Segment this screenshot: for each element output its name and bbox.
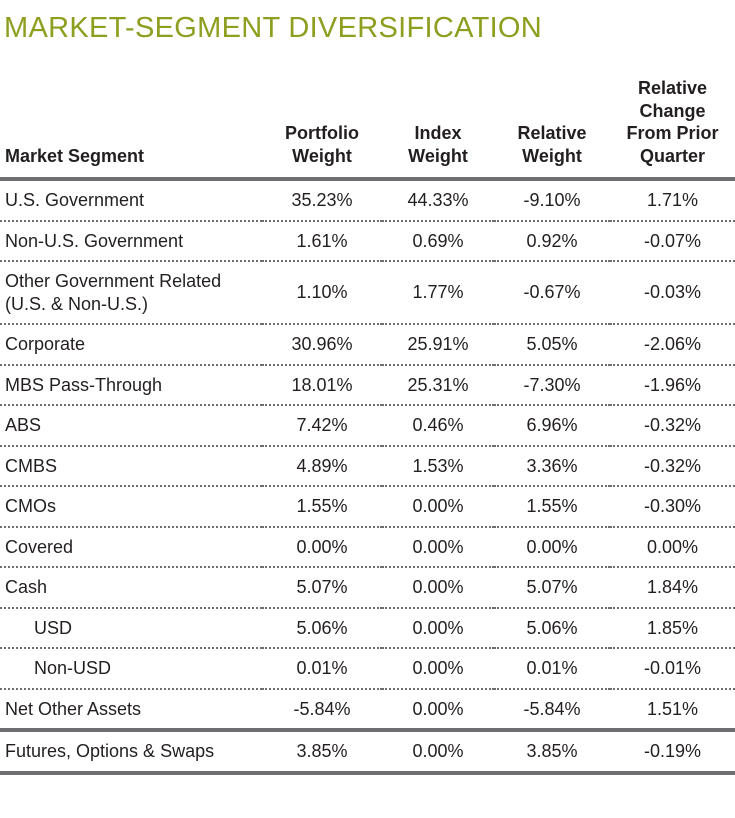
index-weight-cell: 0.00% bbox=[382, 688, 494, 732]
column-header-index-weight: Index Weight bbox=[382, 45, 494, 181]
segment-cell: Net Other Assets bbox=[0, 688, 262, 732]
relative-change-cell: -0.32% bbox=[610, 405, 735, 447]
portfolio-weight-cell: 4.89% bbox=[262, 445, 382, 487]
portfolio-weight-cell: 0.01% bbox=[262, 648, 382, 690]
portfolio-weight-cell: 30.96% bbox=[262, 324, 382, 366]
table-row-corporate: Corporate 30.96% 25.91% 5.05% -2.06% bbox=[0, 324, 735, 366]
portfolio-weight-cell: 1.55% bbox=[262, 486, 382, 528]
relative-change-cell: 1.85% bbox=[610, 607, 735, 649]
column-header-portfolio-weight: Portfolio Weight bbox=[262, 45, 382, 181]
index-weight-cell: 0.00% bbox=[382, 648, 494, 690]
relative-change-cell: -0.01% bbox=[610, 648, 735, 690]
relative-weight-cell: 5.06% bbox=[494, 607, 610, 649]
relative-weight-cell: 3.85% bbox=[494, 730, 610, 775]
table-row-non-usd: Non-USD 0.01% 0.00% 0.01% -0.01% bbox=[0, 648, 735, 690]
relative-change-cell: -2.06% bbox=[610, 324, 735, 366]
index-weight-cell: 0.00% bbox=[382, 730, 494, 775]
portfolio-weight-cell: 1.10% bbox=[262, 261, 382, 325]
portfolio-weight-cell: 18.01% bbox=[262, 364, 382, 406]
portfolio-weight-cell: 1.61% bbox=[262, 220, 382, 262]
header-row: Market Segment Portfolio Weight Index We… bbox=[0, 45, 735, 181]
relative-change-cell: 0.00% bbox=[610, 526, 735, 568]
index-weight-cell: 0.00% bbox=[382, 526, 494, 568]
table-row-abs: ABS 7.42% 0.46% 6.96% -0.32% bbox=[0, 405, 735, 447]
page-title: MARKET-SEGMENT DIVERSIFICATION bbox=[4, 12, 543, 44]
table-row-other-government-related: Other Government Related (U.S. & Non-U.S… bbox=[0, 261, 735, 325]
portfolio-weight-cell: 0.00% bbox=[262, 526, 382, 568]
index-weight-cell: 25.91% bbox=[382, 324, 494, 366]
column-header-relative-change: Relative Change From Prior Quarter bbox=[610, 45, 735, 181]
segment-cell: Futures, Options & Swaps bbox=[0, 730, 262, 775]
relative-weight-cell: 1.55% bbox=[494, 486, 610, 528]
portfolio-weight-cell: 7.42% bbox=[262, 405, 382, 447]
relative-change-cell: -0.30% bbox=[610, 486, 735, 528]
relative-weight-cell: 0.00% bbox=[494, 526, 610, 568]
relative-weight-cell: 0.92% bbox=[494, 220, 610, 262]
column-header-relative-weight: Relative Weight bbox=[494, 45, 610, 181]
market-segment-diversification-table: Market Segment Portfolio Weight Index We… bbox=[0, 45, 735, 775]
table-row-covered: Covered 0.00% 0.00% 0.00% 0.00% bbox=[0, 526, 735, 568]
segment-cell: ABS bbox=[0, 405, 262, 447]
portfolio-weight-cell: 35.23% bbox=[262, 179, 382, 222]
table-row-net-other-assets: Net Other Assets -5.84% 0.00% -5.84% 1.5… bbox=[0, 688, 735, 732]
segment-cell: CMBS bbox=[0, 445, 262, 487]
index-weight-cell: 0.69% bbox=[382, 220, 494, 262]
table-row-us-government: U.S. Government 35.23% 44.33% -9.10% 1.7… bbox=[0, 179, 735, 222]
index-weight-cell: 0.00% bbox=[382, 607, 494, 649]
segment-cell: Non-USD bbox=[0, 648, 262, 690]
segment-cell: Cash bbox=[0, 567, 262, 609]
relative-weight-cell: -9.10% bbox=[494, 179, 610, 222]
table-row-cmos: CMOs 1.55% 0.00% 1.55% -0.30% bbox=[0, 486, 735, 528]
segment-cell: U.S. Government bbox=[0, 179, 262, 222]
segment-cell: Corporate bbox=[0, 324, 262, 366]
segment-cell: CMOs bbox=[0, 486, 262, 528]
relative-weight-cell: 6.96% bbox=[494, 405, 610, 447]
index-weight-cell: 1.53% bbox=[382, 445, 494, 487]
table-row-mbs-pass-through: MBS Pass-Through 18.01% 25.31% -7.30% -1… bbox=[0, 364, 735, 406]
relative-change-cell: -0.32% bbox=[610, 445, 735, 487]
relative-weight-cell: 5.05% bbox=[494, 324, 610, 366]
relative-weight-cell: 5.07% bbox=[494, 567, 610, 609]
relative-change-cell: 1.51% bbox=[610, 688, 735, 732]
relative-change-cell: -1.96% bbox=[610, 364, 735, 406]
relative-weight-cell: 3.36% bbox=[494, 445, 610, 487]
segment-cell: Covered bbox=[0, 526, 262, 568]
segment-cell: Non-U.S. Government bbox=[0, 220, 262, 262]
relative-weight-cell: -7.30% bbox=[494, 364, 610, 406]
table-row-futures-options-swaps: Futures, Options & Swaps 3.85% 0.00% 3.8… bbox=[0, 730, 735, 775]
relative-change-cell: 1.84% bbox=[610, 567, 735, 609]
index-weight-cell: 0.00% bbox=[382, 486, 494, 528]
index-weight-cell: 25.31% bbox=[382, 364, 494, 406]
relative-weight-cell: -0.67% bbox=[494, 261, 610, 325]
relative-change-cell: 1.71% bbox=[610, 179, 735, 222]
table-row-cmbs: CMBS 4.89% 1.53% 3.36% -0.32% bbox=[0, 445, 735, 487]
index-weight-cell: 0.46% bbox=[382, 405, 494, 447]
portfolio-weight-cell: 5.06% bbox=[262, 607, 382, 649]
relative-change-cell: -0.07% bbox=[610, 220, 735, 262]
relative-weight-cell: 0.01% bbox=[494, 648, 610, 690]
table-row-non-us-government: Non-U.S. Government 1.61% 0.69% 0.92% -0… bbox=[0, 220, 735, 262]
index-weight-cell: 0.00% bbox=[382, 567, 494, 609]
portfolio-weight-cell: 3.85% bbox=[262, 730, 382, 775]
segment-cell: Other Government Related (U.S. & Non-U.S… bbox=[0, 261, 262, 325]
relative-weight-cell: -5.84% bbox=[494, 688, 610, 732]
fact-sheet-page: MARKET-SEGMENT DIVERSIFICATION Market Se… bbox=[0, 12, 735, 775]
table-row-cash: Cash 5.07% 0.00% 5.07% 1.84% bbox=[0, 567, 735, 609]
segment-cell: USD bbox=[0, 607, 262, 649]
relative-change-cell: -0.03% bbox=[610, 261, 735, 325]
segment-cell: MBS Pass-Through bbox=[0, 364, 262, 406]
portfolio-weight-cell: 5.07% bbox=[262, 567, 382, 609]
index-weight-cell: 1.77% bbox=[382, 261, 494, 325]
index-weight-cell: 44.33% bbox=[382, 179, 494, 222]
portfolio-weight-cell: -5.84% bbox=[262, 688, 382, 732]
column-header-market-segment: Market Segment bbox=[0, 45, 262, 181]
table-row-usd: USD 5.06% 0.00% 5.06% 1.85% bbox=[0, 607, 735, 649]
relative-change-cell: -0.19% bbox=[610, 730, 735, 775]
